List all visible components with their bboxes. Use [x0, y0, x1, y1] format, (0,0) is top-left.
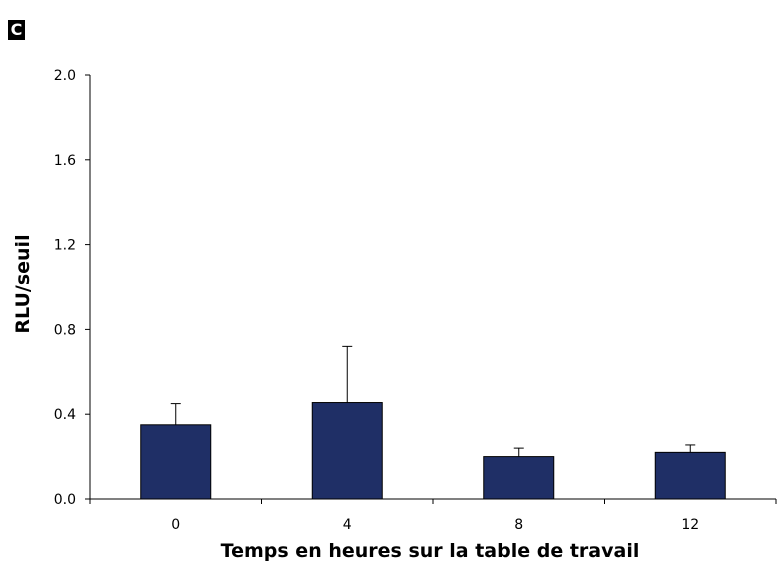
x-axis-title: Temps en heures sur la table de travail — [221, 540, 640, 562]
bar — [140, 424, 212, 500]
x-tick-label: 12 — [681, 517, 699, 533]
y-tick-label: 0.8 — [54, 322, 76, 338]
x-tick-label: 0 — [171, 517, 180, 533]
y-tick-labels: 0.0 0.4 0.8 1.2 1.6 2.0 — [54, 68, 76, 508]
bar — [654, 451, 726, 500]
y-axis-title: RLU/seuil — [12, 234, 34, 333]
y-tick-label: 1.2 — [54, 238, 76, 254]
bars — [140, 402, 726, 500]
bar — [483, 456, 555, 500]
y-tick-label: 1.6 — [54, 153, 76, 169]
x-tick-labels: 0 4 8 12 — [171, 517, 699, 533]
y-tick-label: 2.0 — [54, 68, 76, 84]
error-bars — [170, 345, 696, 457]
y-tick-label: 0.4 — [54, 407, 76, 423]
x-tick-label: 8 — [514, 517, 523, 533]
bar — [311, 402, 383, 500]
x-tick-label: 4 — [343, 517, 352, 533]
y-tick-label: 0.0 — [54, 492, 76, 508]
panel-label: C — [8, 20, 25, 40]
